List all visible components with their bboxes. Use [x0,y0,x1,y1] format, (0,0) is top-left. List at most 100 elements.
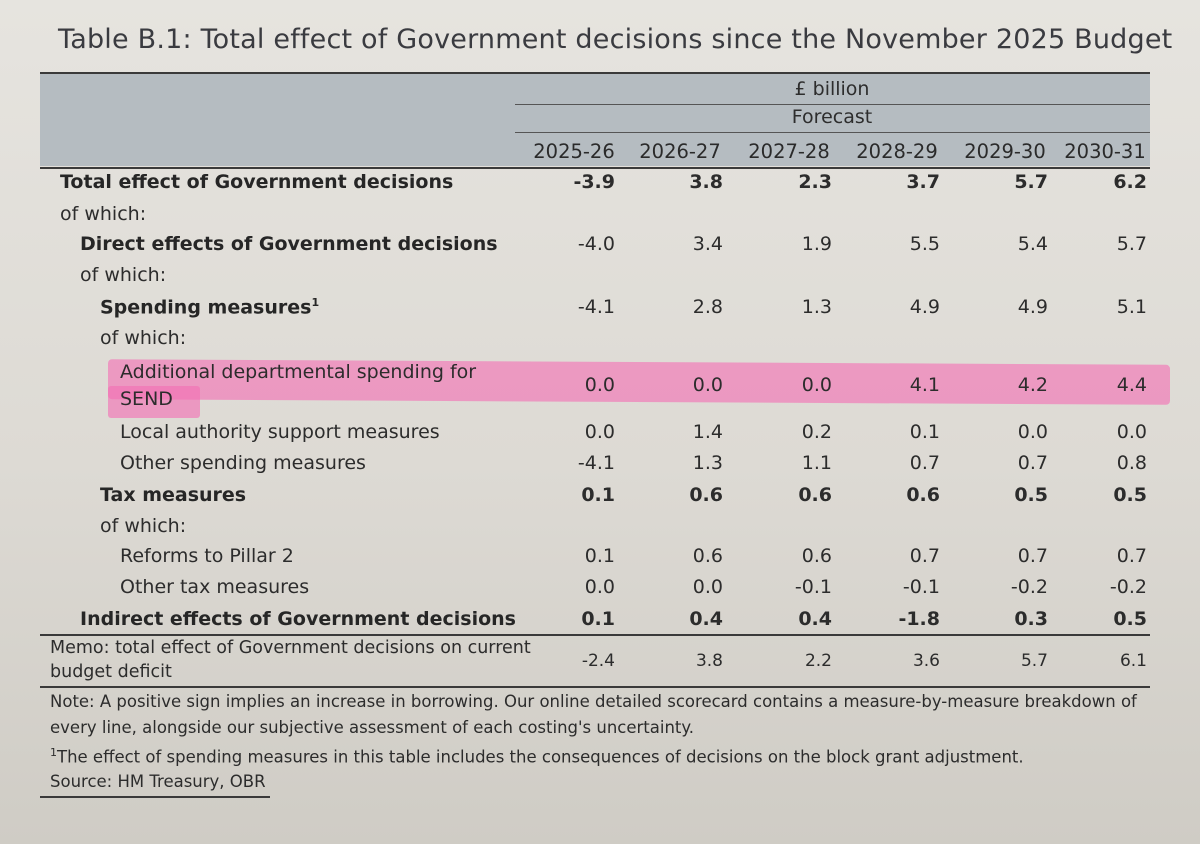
memo-value: 3.6 [912,651,940,671]
cell-value: -0.2 [1010,576,1048,598]
cell-value: 0.7 [1017,545,1048,567]
cell-value: 4.1 [909,374,940,396]
memo-label: budget deficit [50,662,172,682]
cell-value: 1.1 [801,452,832,474]
row-label: Additional departmental spending for [120,361,477,383]
cell-value: 5.7 [1116,233,1147,255]
cell-value: 0.0 [584,576,615,598]
source-text: Source: HM Treasury, OBR [50,772,266,791]
cell-value: 2.8 [692,296,723,318]
table-title: Table B.1: Total effect of Government de… [58,24,1173,55]
table-header-band [40,74,1150,166]
cell-value: 0.5 [1113,484,1147,506]
cell-value: 0.5 [1113,608,1147,630]
cell-value: 0.6 [798,484,832,506]
cell-value: 0.0 [1017,421,1048,443]
year-header: 2028-29 [856,140,938,163]
row-label: of which: [100,515,187,537]
row-label: of which: [100,327,187,349]
cell-value: 0.6 [692,545,723,567]
note-text: Note: A positive sign implies an increas… [50,692,1137,711]
row-label: of which: [60,203,147,225]
table-rule [40,634,1150,636]
cell-value: 0.6 [801,545,832,567]
cell-value: 0.0 [1116,421,1147,443]
cell-value: -1.8 [898,608,940,630]
cell-value: 6.2 [1113,171,1147,193]
cell-value: 0.0 [692,576,723,598]
highlighter-mark [108,386,200,418]
cell-value: 0.7 [1116,545,1147,567]
cell-value: 0.7 [1017,452,1048,474]
cell-value: 0.5 [1014,484,1048,506]
memo-label: Memo: total effect of Government decisio… [50,638,531,658]
cell-value: 0.1 [909,421,940,443]
table-bottom-rule [40,796,270,798]
cell-value: 0.0 [584,421,615,443]
forecast-label: Forecast [791,106,873,128]
cell-value: 0.3 [1014,608,1048,630]
memo-value: 2.2 [804,651,832,671]
title-rule [40,72,1150,74]
memo-value: -2.4 [581,651,615,671]
units-label: £ billion [794,78,870,100]
cell-value: 0.4 [689,608,723,630]
year-header: 2026-27 [639,140,721,163]
header-divider [515,104,1150,105]
cell-value: 0.7 [909,545,940,567]
cell-value: 0.0 [692,374,723,396]
cell-value: 3.7 [906,171,940,193]
cell-value: 0.2 [801,421,832,443]
cell-value: 5.1 [1116,296,1147,318]
cell-value: 5.7 [1014,171,1048,193]
header-bottom-rule [40,167,1150,169]
cell-value: 1.4 [692,421,723,443]
cell-value: 2.3 [798,171,832,193]
cell-value: 0.4 [798,608,832,630]
cell-value: 3.4 [692,233,723,255]
row-label: Reforms to Pillar 2 [120,545,294,567]
cell-value: 0.1 [581,608,615,630]
cell-value: 4.4 [1116,374,1147,396]
cell-value: -0.1 [794,576,832,598]
cell-value: 1.9 [801,233,832,255]
cell-value: 0.6 [906,484,940,506]
cell-value: 4.2 [1017,374,1048,396]
cell-value: 0.0 [584,374,615,396]
cell-value: 0.0 [801,374,832,396]
row-label: Total effect of Government decisions [60,171,454,193]
cell-value: 0.1 [584,545,615,567]
cell-value: 5.4 [1017,233,1048,255]
row-label: Indirect effects of Government decisions [80,608,516,630]
cell-value: 5.5 [909,233,940,255]
cell-value: 4.9 [909,296,940,318]
row-label: Other tax measures [120,576,310,598]
row-label: Spending measures1 [100,296,320,319]
memo-value: 6.1 [1119,651,1147,671]
cell-value: 4.9 [1017,296,1048,318]
row-label: Other spending measures [120,452,366,474]
cell-value: 0.1 [581,484,615,506]
year-header: 2027-28 [748,140,830,163]
cell-value: -0.2 [1109,576,1147,598]
memo-value: 3.8 [695,651,723,671]
note-text: every line, alongside our subjective ass… [50,718,695,737]
cell-value: -4.1 [577,296,615,318]
row-label: Local authority support measures [120,421,440,443]
footnote-marker: 1 [311,296,320,309]
row-label: Direct effects of Government decisions [80,233,498,255]
cell-value: 0.7 [909,452,940,474]
table-rule [40,686,1150,688]
cell-value: 0.6 [689,484,723,506]
cell-value: -4.0 [577,233,615,255]
memo-value: 5.7 [1020,651,1048,671]
cell-value: 1.3 [801,296,832,318]
cell-value: 0.8 [1116,452,1147,474]
year-header: 2030-31 [1064,140,1146,163]
row-label-continued: SEND [120,388,173,410]
year-header: 2025-26 [533,140,615,163]
header-divider [515,132,1150,133]
cell-value: -3.9 [573,171,615,193]
footnote-marker: 1 [50,746,57,759]
